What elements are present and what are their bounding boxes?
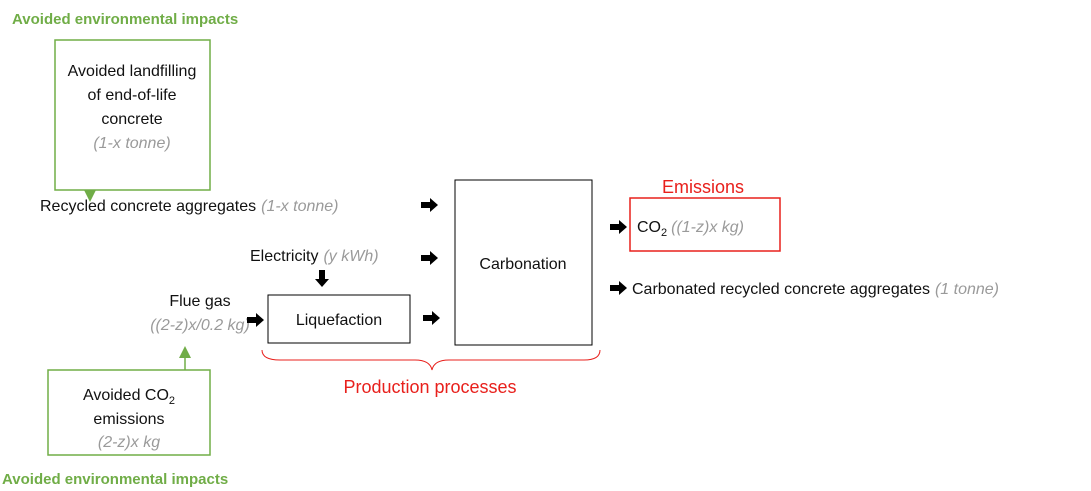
co2-quantity: (2-z)x kg (98, 434, 160, 451)
emissions-box (629, 197, 781, 252)
emissions-title: Emissions (662, 177, 744, 197)
brace (261, 349, 601, 371)
arrow (423, 311, 440, 325)
landfill-line: Avoided landfilling (68, 63, 197, 80)
emissions-formula: CO2 ((1-z)x kg) (637, 219, 744, 239)
arrow (315, 270, 329, 287)
liquefaction-label: Liquefaction (296, 312, 382, 329)
arrow (421, 251, 438, 265)
aggregates-input: Recycled concrete aggregates (1-x tonne) (40, 198, 339, 215)
landfill-quantity: (1-x tonne) (93, 135, 170, 152)
arrow (421, 198, 438, 212)
top-label: Avoided environmental impacts (12, 11, 238, 28)
bottom-label: Avoided environmental impacts (2, 471, 228, 488)
co2-line: emissions (93, 411, 164, 428)
flue-gas-label: Flue gas (169, 293, 230, 310)
arrow (610, 281, 627, 295)
carbonation-label: Carbonation (479, 256, 566, 273)
processes-label: Production processes (343, 377, 516, 397)
co2-box (47, 369, 211, 456)
liquefaction-box (267, 294, 411, 344)
electricity-input: Electricity (y kWh) (250, 248, 379, 265)
carbonation-box (454, 179, 593, 346)
flue-gas-quantity: ((2-z)x/0.2 kg) (150, 317, 250, 334)
output: Carbonated recycled concrete aggregates(… (632, 281, 999, 298)
landfill-line: concrete (101, 111, 162, 128)
landfill-line: of end-of-life (88, 87, 177, 104)
arrow (610, 220, 627, 234)
co2-line: Avoided CO2 (83, 387, 175, 407)
landfill-box (54, 39, 211, 191)
